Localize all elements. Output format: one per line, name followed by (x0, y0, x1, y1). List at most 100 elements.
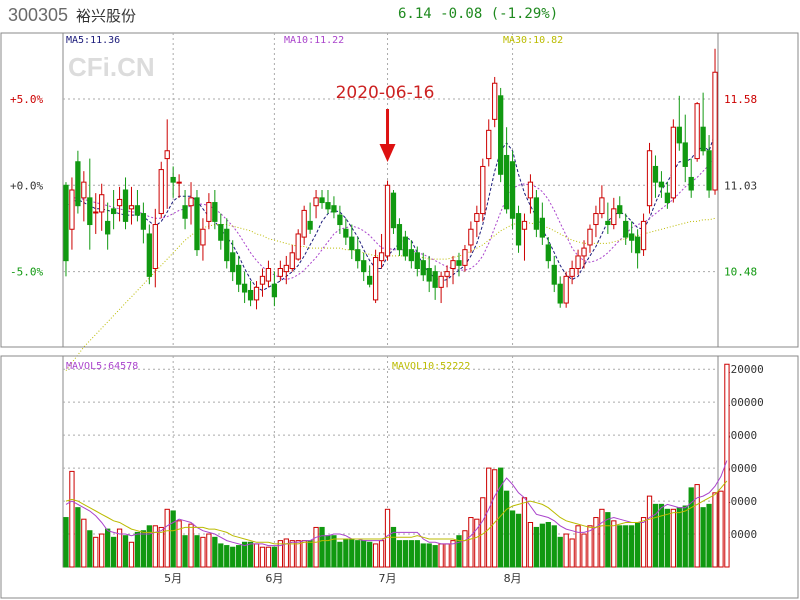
candle (706, 135, 712, 198)
candle (551, 255, 557, 293)
volume-bar (81, 518, 87, 568)
candle (271, 271, 278, 307)
candle (390, 190, 397, 234)
candle-body (218, 224, 224, 241)
candle (355, 237, 361, 269)
candle (503, 127, 510, 214)
volume-bar (206, 533, 212, 568)
candle-body (122, 189, 129, 222)
volume-bar (200, 536, 206, 568)
volume-bar (706, 503, 712, 568)
volume-bar (551, 525, 557, 568)
candle-body (664, 192, 671, 204)
vol-ma-line-mavol5 (65, 460, 728, 547)
candle-body (325, 202, 331, 210)
candle (652, 155, 659, 198)
ma-line-ma30 (65, 217, 716, 371)
candle-body (468, 228, 474, 246)
candle (599, 185, 605, 219)
candle-body (164, 150, 170, 160)
volume-bar (688, 487, 694, 568)
price-axis-right-label: 11.03 (724, 179, 757, 192)
volume-bar (110, 536, 117, 568)
volume-bar (682, 505, 688, 568)
volume-bar (319, 526, 325, 568)
volume-bar (599, 508, 605, 568)
volume-bar (718, 490, 724, 568)
candle-body (640, 220, 647, 251)
candle-body (384, 184, 391, 257)
volume-bar (545, 521, 551, 568)
volume-bar (557, 536, 563, 568)
candle-body (545, 244, 551, 262)
candle-body (676, 126, 682, 144)
volume-bar (700, 507, 706, 568)
month-axis-label: 5月 (164, 572, 182, 585)
candle-body (629, 233, 635, 241)
candle-body (444, 271, 450, 277)
candle (200, 218, 206, 261)
candle-body (682, 142, 688, 167)
candle (349, 224, 355, 260)
volume-bar (503, 490, 510, 568)
candle (93, 193, 99, 234)
candle (164, 119, 170, 209)
stock-name: 裕兴股份 (76, 7, 137, 25)
candle-body (253, 286, 260, 301)
volume-bar (236, 545, 242, 568)
candle-body (587, 228, 593, 246)
candle (105, 202, 111, 250)
candle-body (63, 184, 69, 262)
volume-bar (313, 526, 319, 568)
candle (426, 255, 432, 293)
candle (158, 161, 164, 219)
candle (605, 202, 611, 234)
candle-body (134, 205, 141, 216)
candle-body (658, 181, 665, 188)
candle-body (694, 103, 700, 160)
candle-body (206, 202, 212, 222)
volume-bar (426, 543, 432, 568)
volume-bar (372, 543, 379, 568)
volume-bar (63, 517, 69, 568)
candle (670, 119, 676, 203)
volume-bar (289, 540, 295, 568)
candle-body (277, 268, 283, 277)
candle (438, 271, 444, 304)
month-axis-label: 7月 (379, 572, 397, 585)
candle-body (486, 129, 492, 160)
candle-body (527, 181, 534, 199)
candle (265, 260, 272, 288)
volume-bar (605, 512, 611, 568)
candle (128, 186, 135, 225)
candle (563, 271, 569, 308)
candle (283, 255, 289, 285)
volume-bar (569, 538, 575, 568)
volume-bar (283, 538, 289, 568)
candle (176, 174, 182, 198)
volume-bar (271, 546, 278, 568)
candle (170, 166, 176, 198)
ma-legend-label: MA30:10.82 (503, 35, 563, 46)
candle-body (295, 233, 301, 260)
volume-bar (396, 540, 403, 568)
candle-body (99, 194, 105, 213)
volume-bar (99, 533, 105, 568)
candle (122, 177, 129, 230)
candle (444, 265, 450, 288)
volume-bar (450, 540, 456, 568)
volume-bar (164, 508, 170, 568)
volume-bar (468, 517, 474, 568)
candle (664, 182, 671, 209)
candle (527, 174, 534, 214)
volume-bar (265, 546, 272, 568)
candle (629, 221, 635, 253)
volume-bar (241, 541, 248, 568)
candle-body (337, 214, 343, 226)
candle (515, 205, 522, 253)
candle-body (414, 252, 420, 270)
candle-body (420, 260, 426, 276)
candle-body (700, 126, 706, 152)
candle (307, 202, 313, 234)
volume-bar (527, 521, 534, 568)
